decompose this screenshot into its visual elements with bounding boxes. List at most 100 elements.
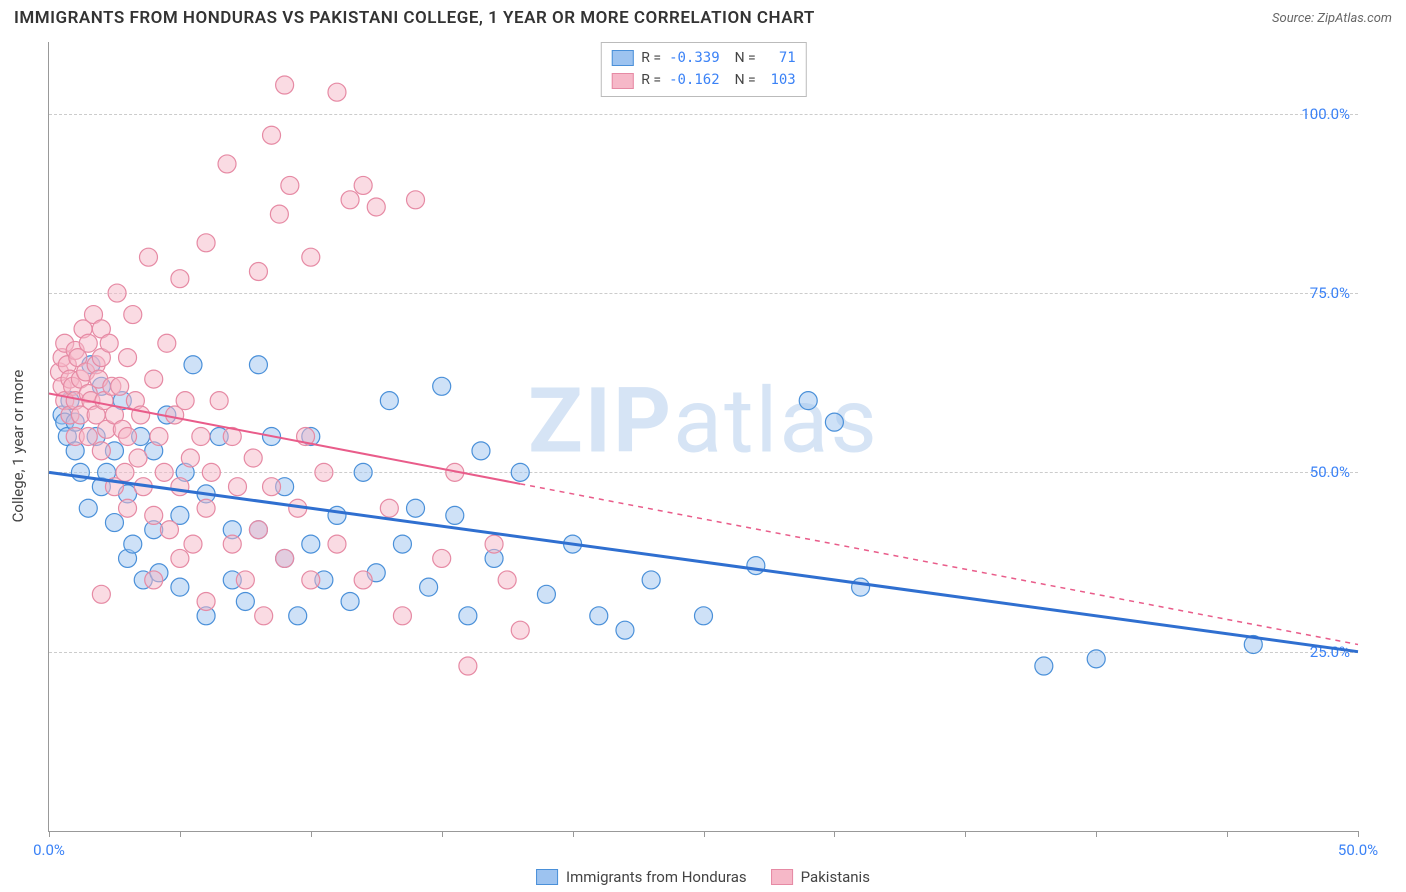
data-point <box>302 571 320 589</box>
data-point <box>799 392 817 410</box>
data-point <box>108 284 126 302</box>
x-tick <box>573 831 574 837</box>
series-legend: Immigrants from Honduras Pakistanis <box>536 868 870 886</box>
data-point <box>132 406 150 424</box>
x-tick <box>965 831 966 837</box>
data-point <box>236 592 254 610</box>
data-point <box>124 306 142 324</box>
legend-item-pakistanis: Pakistanis <box>771 868 870 886</box>
data-point <box>302 535 320 553</box>
x-tick <box>311 831 312 837</box>
legend-item-honduras: Immigrants from Honduras <box>536 868 747 886</box>
data-point <box>1035 657 1053 675</box>
x-tick <box>834 831 835 837</box>
data-point <box>695 607 713 625</box>
data-point <box>302 248 320 266</box>
swatch-honduras <box>536 869 558 885</box>
data-point <box>825 413 843 431</box>
data-point <box>341 191 359 209</box>
data-point <box>367 198 385 216</box>
data-point <box>184 356 202 374</box>
data-point <box>124 535 142 553</box>
trend-line-dashed <box>520 484 1358 645</box>
data-point <box>407 191 425 209</box>
chart-header: IMMIGRANTS FROM HONDURAS VS PAKISTANI CO… <box>0 0 1406 32</box>
data-point <box>197 499 215 517</box>
data-point <box>446 506 464 524</box>
x-tick <box>1096 831 1097 837</box>
data-point <box>328 83 346 101</box>
x-tick <box>49 831 50 837</box>
data-point <box>171 578 189 596</box>
data-point <box>129 449 147 467</box>
data-point <box>289 607 307 625</box>
data-point <box>105 514 123 532</box>
data-point <box>202 463 220 481</box>
data-point <box>181 449 199 467</box>
data-point <box>354 463 372 481</box>
data-point <box>354 176 372 194</box>
data-point <box>171 549 189 567</box>
data-point <box>218 155 236 173</box>
x-tick <box>442 831 443 837</box>
legend-row-honduras: R = -0.339 N = 71 <box>611 47 795 69</box>
data-point <box>145 506 163 524</box>
data-point <box>223 535 241 553</box>
data-point <box>92 585 110 603</box>
data-point <box>263 126 281 144</box>
data-point <box>139 248 157 266</box>
data-point <box>511 463 529 481</box>
data-point <box>116 463 134 481</box>
data-point <box>433 377 451 395</box>
data-point <box>145 370 163 388</box>
x-tick-label: 0.0% <box>33 841 65 859</box>
x-tick <box>180 831 181 837</box>
data-point <box>176 392 194 410</box>
data-point <box>433 549 451 567</box>
data-point <box>79 334 97 352</box>
data-point <box>79 428 97 446</box>
data-point <box>244 449 262 467</box>
data-point <box>160 521 178 539</box>
data-point <box>315 463 333 481</box>
data-point <box>459 607 477 625</box>
data-point <box>171 270 189 288</box>
data-point <box>249 263 267 281</box>
x-tick <box>1227 831 1228 837</box>
data-point <box>192 428 210 446</box>
data-point <box>171 478 189 496</box>
data-point <box>341 592 359 610</box>
data-point <box>111 377 129 395</box>
data-point <box>511 621 529 639</box>
data-point <box>184 535 202 553</box>
data-point <box>380 392 398 410</box>
correlation-legend: R = -0.339 N = 71 R = -0.162 N = 103 <box>600 42 806 97</box>
data-point <box>459 657 477 675</box>
data-point <box>281 176 299 194</box>
data-point <box>119 499 137 517</box>
x-tick-label: 50.0% <box>1338 841 1378 859</box>
x-tick <box>1358 831 1359 837</box>
data-point <box>255 607 273 625</box>
data-point <box>119 428 137 446</box>
chart-plot-area: ZIPatlas R = -0.339 N = 71 R = -0.162 N … <box>48 42 1358 832</box>
y-axis-label: College, 1 year or more <box>9 370 27 523</box>
data-point <box>100 334 118 352</box>
data-point <box>210 392 228 410</box>
data-point <box>79 499 97 517</box>
data-point <box>197 592 215 610</box>
data-point <box>276 549 294 567</box>
swatch-pakistanis <box>771 869 793 885</box>
legend-swatch-honduras <box>611 50 633 66</box>
data-point <box>119 349 137 367</box>
data-point <box>1087 650 1105 668</box>
legend-swatch-pakistanis <box>611 73 633 89</box>
data-point <box>197 234 215 252</box>
data-point <box>328 506 346 524</box>
data-point <box>150 428 168 446</box>
data-point <box>616 621 634 639</box>
data-point <box>485 535 503 553</box>
data-point <box>537 585 555 603</box>
x-tick <box>704 831 705 837</box>
data-point <box>642 571 660 589</box>
